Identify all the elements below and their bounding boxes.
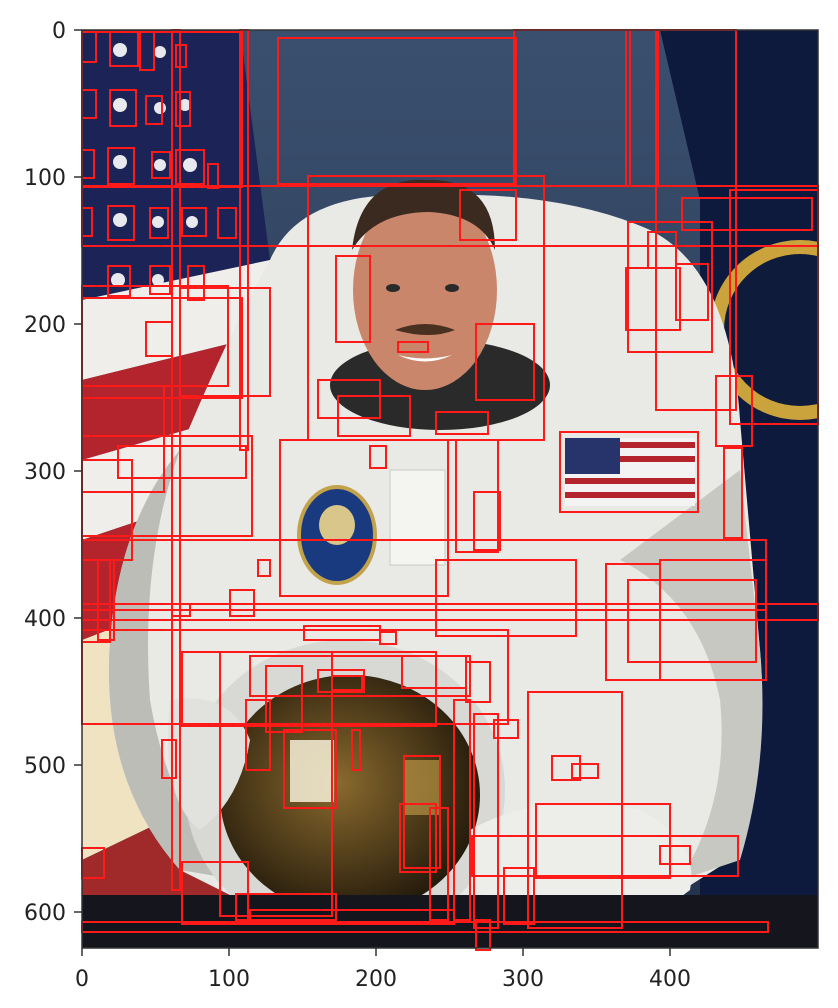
detection-box (249, 655, 471, 697)
detection-box (459, 189, 517, 241)
y-tick-label: 600 (24, 901, 66, 926)
detection-box (471, 835, 739, 877)
detection-box (475, 323, 535, 401)
x-tick-label: 200 (355, 967, 397, 992)
x-axis (81, 948, 671, 956)
detection-box (627, 579, 757, 663)
detection-box (397, 341, 429, 353)
detection-box (681, 197, 813, 231)
detection-box (535, 803, 671, 879)
detection-box (403, 755, 441, 869)
x-tick-label: 100 (208, 967, 250, 992)
detection-box (187, 265, 205, 301)
detection-box (399, 803, 437, 873)
detection-box (277, 37, 517, 185)
detection-box (659, 845, 691, 865)
detection-box (475, 919, 491, 951)
detection-box (435, 411, 489, 435)
detection-box (181, 207, 207, 237)
detection-box (379, 631, 397, 645)
detection-box (429, 807, 449, 921)
detection-box (107, 147, 135, 185)
detection-box (145, 95, 163, 125)
detection-box (107, 265, 131, 297)
detection-box (109, 89, 137, 127)
detection-box (473, 491, 501, 551)
detection-box (715, 375, 753, 447)
detection-box (279, 439, 449, 597)
detection-box (149, 207, 169, 239)
detection-box (625, 267, 681, 331)
y-tick-label: 0 (52, 19, 66, 44)
y-axis (74, 29, 82, 913)
detection-box (283, 729, 337, 809)
y-tick-label: 100 (24, 166, 66, 191)
y-tick-label: 200 (24, 313, 66, 338)
detection-box (337, 395, 411, 437)
detection-box (503, 867, 535, 925)
detection-box (235, 893, 337, 921)
detection-box (161, 739, 177, 779)
x-tick-label: 0 (75, 967, 89, 992)
detection-box (723, 447, 743, 539)
detection-box (627, 221, 713, 353)
detection-box (207, 163, 219, 189)
y-tick-label: 300 (24, 460, 66, 485)
detection-box (675, 263, 709, 321)
detection-box (257, 559, 271, 577)
detection-box (97, 559, 115, 641)
detection-box (217, 207, 237, 239)
detection-box (219, 651, 333, 917)
detection-box (149, 265, 171, 295)
detection-box (465, 661, 491, 703)
detection-box (527, 691, 623, 929)
y-tick-label: 400 (24, 607, 66, 632)
detection-box (551, 755, 581, 781)
detection-box (435, 559, 577, 637)
detection-box (245, 699, 271, 771)
plot-frame (81, 29, 819, 949)
x-tick-label: 400 (649, 967, 691, 992)
detection-box (107, 205, 135, 241)
detection-box (175, 149, 205, 185)
detection-box (571, 763, 599, 779)
detection-box (331, 675, 363, 691)
detection-box (249, 909, 455, 925)
detection-box (659, 559, 767, 681)
detection-box (453, 699, 471, 921)
detection-box (369, 445, 387, 469)
y-tick-label: 500 (24, 754, 66, 779)
detection-box (473, 713, 499, 929)
detection-box (335, 255, 371, 343)
detection-box (351, 729, 361, 771)
detection-box (317, 669, 365, 693)
detection-box (455, 439, 499, 553)
detection-box (559, 431, 699, 513)
detection-box (317, 379, 381, 419)
detection-box (151, 151, 171, 179)
detection-box (175, 91, 191, 127)
detection-box (493, 719, 519, 739)
x-tick-label: 300 (502, 967, 544, 992)
detection-box (117, 445, 247, 479)
